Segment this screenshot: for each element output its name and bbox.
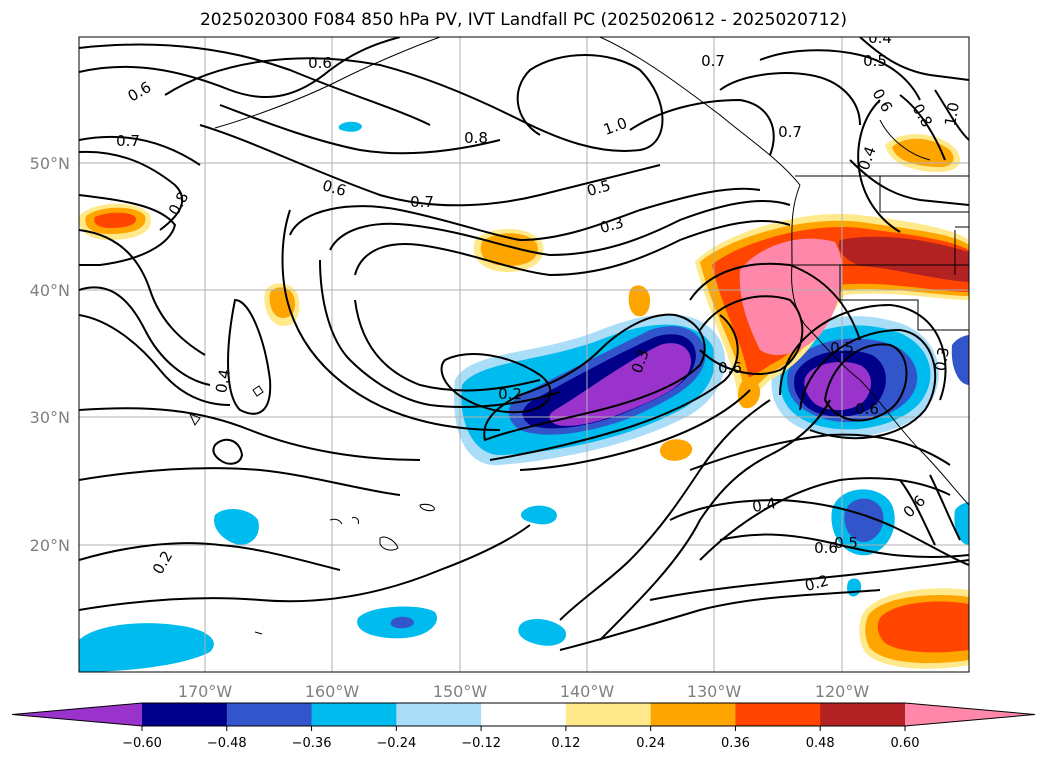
negative-anomaly-155w-2 [390, 616, 414, 629]
colorbar-segment [650, 703, 736, 726]
negative-anomaly-167w [214, 508, 259, 545]
colorbar-tick-label: 0.12 [551, 736, 580, 751]
contour-label: 0.7 [701, 52, 725, 70]
positive-anomaly-northwest-4 [838, 236, 969, 282]
colorbar-tick-label: −0.12 [461, 736, 501, 751]
positive-anomaly-southeast-3 [877, 601, 969, 653]
map-frame [78, 36, 970, 673]
negative-anomaly-143w [520, 505, 557, 525]
contour-label: 0.6 [814, 539, 838, 557]
lon-tick-label: 150°W [433, 682, 488, 701]
positive-anomaly-dateline-3 [94, 212, 137, 228]
negative-anomaly-southwest [79, 623, 214, 672]
colorbar-tick-label: −0.60 [122, 736, 162, 751]
contour-label: 0.6 [320, 176, 348, 200]
contour-label: 0.5 [834, 534, 858, 552]
lon-tick-label: 130°W [687, 682, 742, 701]
contour-label: 1.0 [941, 101, 963, 128]
contour-label: 0.6 [718, 359, 742, 377]
contour-label: 0.2 [498, 385, 522, 403]
contour-label: 0.5 [585, 176, 613, 200]
negative-anomaly-subtropical-2 [844, 498, 884, 543]
colorbar-segment [565, 703, 652, 726]
negative-anomaly-right-edge [951, 335, 969, 385]
map-title: 2025020300 F084 850 hPa PV, IVT Landfall… [199, 10, 847, 30]
colorbar-segment [311, 703, 397, 726]
contour-label: 0.7 [410, 193, 434, 211]
contour-label: 0.2 [803, 571, 831, 595]
colorbar-tick-label: 0.48 [806, 736, 835, 751]
colorbar-tick-label: 0.24 [636, 736, 665, 751]
positive-anomaly-165w-2 [269, 287, 295, 318]
pv-contours [79, 37, 969, 651]
positive-anomaly-145w-2 [480, 233, 538, 266]
colorbar-extend-high [905, 703, 1035, 726]
lon-tick-labels: 170°W 160°W 150°W 140°W 130°W 120°W [178, 682, 870, 701]
positive-anomaly-133w [660, 439, 693, 461]
contour-label: 0.4 [212, 368, 234, 395]
lon-tick-label: 140°W [560, 682, 615, 701]
colorbar-segment [226, 703, 313, 726]
lat-tick-label: 50°N [30, 154, 70, 173]
positive-anomaly-127w [738, 378, 761, 409]
colorbar-tick-label: 0.60 [891, 736, 920, 751]
contour-label: 0.4 [868, 29, 892, 47]
contour-label: 0.4 [751, 494, 778, 516]
negative-anomaly-california-5 [804, 362, 872, 411]
contour-label: 0.5 [830, 339, 854, 357]
colorbar-tick-label: −0.36 [292, 736, 332, 751]
lat-tick-label: 20°N [30, 536, 70, 555]
negative-anomaly-142w [518, 618, 566, 646]
lon-tick-label: 160°W [305, 682, 360, 701]
lon-tick-label: 120°W [815, 682, 870, 701]
positive-anomaly-135w [628, 285, 651, 317]
negative-anomaly-central-5 [549, 343, 692, 426]
contour-label: 0.7 [116, 132, 140, 150]
lat-tick-label: 40°N [30, 281, 70, 300]
colorbar-segment [142, 703, 228, 726]
negative-anomaly-45n [338, 121, 362, 132]
colorbar-tick-label: −0.48 [207, 736, 247, 751]
gridlines [79, 37, 969, 672]
lon-tick-label: 170°W [178, 682, 233, 701]
colorbar-tick-label: 0.36 [721, 736, 750, 751]
colorbar: −0.60 −0.48 −0.36 −0.24 −0.12 0.12 0.24 0.36 0.4… [11, 702, 1036, 751]
positive-anomaly-northwest-5 [739, 238, 843, 355]
contour-label: 0.6 [308, 54, 332, 72]
contour-label: 0.7 [778, 123, 802, 141]
colorbar-segment [481, 703, 567, 726]
colorbar-segment [735, 703, 821, 726]
contour-label: 0.8 [464, 129, 488, 147]
contour-label: 0.6 [855, 400, 879, 418]
contour-label: 0.3 [931, 346, 953, 373]
colorbar-tick-label: −0.24 [376, 736, 416, 751]
contour-label: 0.3 [598, 213, 626, 237]
lat-tick-labels: 50°N 40°N 30°N 20°N [30, 154, 70, 555]
colorbar-segment [396, 703, 482, 726]
contour-label: 0.5 [863, 52, 887, 70]
colorbar-segment [820, 703, 906, 726]
lat-tick-label: 30°N [30, 408, 70, 427]
pv-shading [79, 121, 969, 672]
colorbar-extend-low [12, 703, 142, 726]
